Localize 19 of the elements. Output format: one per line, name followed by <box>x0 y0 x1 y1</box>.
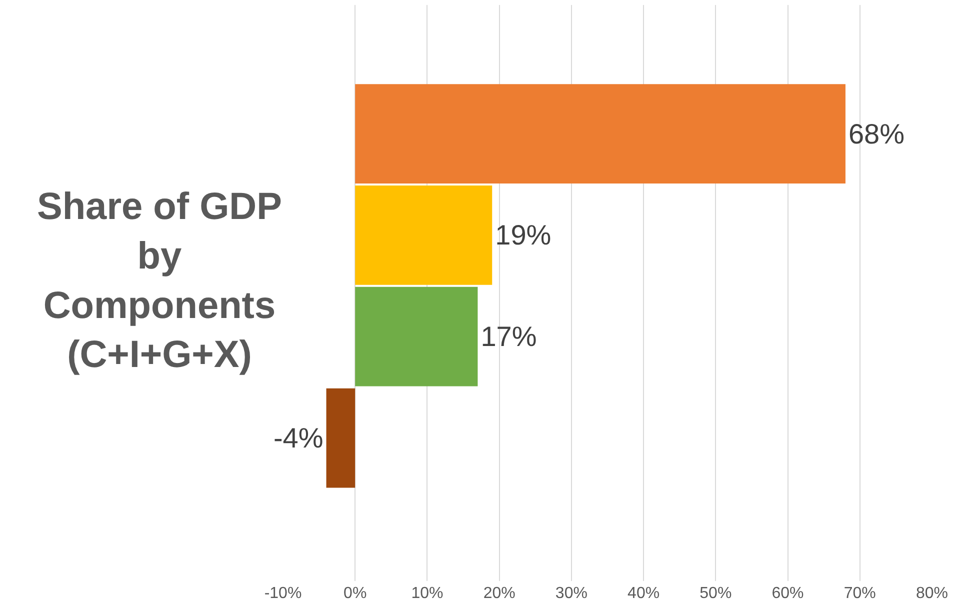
bar <box>355 84 846 184</box>
bar <box>355 286 478 386</box>
bar <box>355 186 492 285</box>
data-label: 19% <box>495 220 552 251</box>
data-label: 17% <box>480 321 537 352</box>
text: Share of GDP by Components (C+I+G+X) <box>37 186 282 376</box>
x-tick-label: 0% <box>344 585 367 602</box>
x-tick-label: 10% <box>411 585 444 602</box>
data-label: -4% <box>273 422 324 454</box>
x-tick-label: 30% <box>555 585 588 602</box>
x-tick-label: 50% <box>700 585 732 602</box>
x-tick-label: 20% <box>483 585 516 602</box>
bar <box>326 388 356 488</box>
x-tick-label: 40% <box>628 585 660 602</box>
x-tick-label: 60% <box>772 585 804 602</box>
x-tick-label: 70% <box>844 585 876 602</box>
x-tick-label: 80% <box>916 585 948 602</box>
x-tick-label: -10% <box>264 585 302 602</box>
data-label: 68% <box>848 118 905 150</box>
